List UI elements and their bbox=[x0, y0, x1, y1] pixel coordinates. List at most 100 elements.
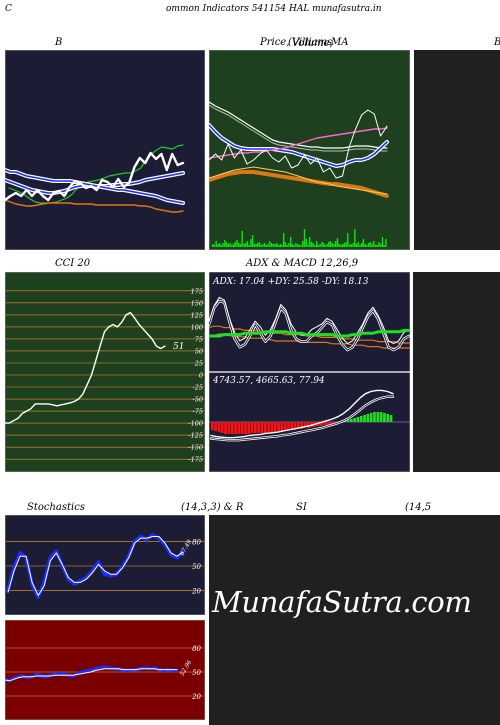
macd-histogram-bar bbox=[247, 422, 251, 434]
volume-bar bbox=[376, 245, 378, 247]
cci-tick-label: 175 bbox=[191, 287, 203, 295]
volume-bar bbox=[385, 239, 387, 247]
volume-bar bbox=[236, 240, 238, 247]
stochastics-background bbox=[5, 515, 205, 615]
volume-bar bbox=[343, 243, 346, 247]
price-title-d: (Villiams bbox=[288, 37, 333, 48]
macd-histogram-bar bbox=[383, 413, 386, 422]
cci-tick-label: 150 bbox=[191, 299, 203, 307]
volume-bar bbox=[345, 242, 347, 247]
volume-bar bbox=[274, 244, 276, 247]
watermark-text: MunafaSutra.com bbox=[212, 585, 472, 619]
cci-title: CCI 20 bbox=[55, 258, 91, 269]
price-volume-chart bbox=[209, 50, 410, 250]
volume-bar bbox=[335, 241, 337, 247]
adx-plus-di-inner bbox=[209, 300, 410, 351]
volume-bar bbox=[269, 241, 271, 247]
volume-bar bbox=[277, 245, 280, 247]
volume-bar bbox=[293, 245, 295, 247]
volume-bar bbox=[284, 242, 287, 247]
adx-macd-title: ADX & MACD 12,26,9 bbox=[246, 258, 359, 269]
macd-histogram-bar bbox=[214, 422, 217, 431]
volume-bar bbox=[286, 245, 288, 247]
volume-bar bbox=[232, 244, 235, 247]
volume-bar bbox=[283, 233, 285, 247]
macd-histogram-bar bbox=[211, 422, 214, 430]
stochastics-tick-label: 80 bbox=[192, 538, 201, 546]
volume-bar bbox=[331, 243, 333, 247]
bollinger-upper-band bbox=[8, 144, 184, 204]
volume-bar bbox=[288, 243, 290, 247]
volume-bar bbox=[317, 245, 320, 247]
volume-bar bbox=[307, 245, 309, 247]
volume-bar bbox=[255, 244, 257, 247]
macd-histogram-bar bbox=[227, 422, 231, 434]
volume-bar bbox=[227, 244, 229, 247]
volume-bar bbox=[250, 239, 252, 247]
volume-bar bbox=[251, 235, 254, 247]
macd-histogram-bar bbox=[277, 422, 280, 431]
volume-bar bbox=[324, 245, 326, 247]
macd-histogram-bar bbox=[280, 422, 284, 431]
volume-bar bbox=[347, 233, 349, 247]
cci-tick-label: 0 bbox=[199, 372, 203, 380]
volume-bar bbox=[258, 242, 261, 247]
macd-histogram-bar bbox=[250, 422, 254, 433]
stochastics-params: (14,3,3) & R bbox=[181, 502, 244, 513]
volume-bar bbox=[329, 241, 332, 247]
rsi-tick-label: 20 bbox=[191, 693, 201, 701]
macd-values-text: 4743.57, 4665.63, 77.94 bbox=[212, 376, 325, 386]
price-ma-orange-2 bbox=[209, 166, 388, 195]
macd-histogram-bar bbox=[297, 422, 300, 429]
volume-bar bbox=[224, 240, 226, 247]
volume-bar bbox=[309, 237, 311, 247]
cci-tick-label: 75 bbox=[195, 335, 203, 343]
price-title-b: Volume, bbox=[292, 38, 333, 49]
volume-bar bbox=[374, 245, 377, 247]
macd-histogram-bar bbox=[363, 415, 366, 422]
cci-tick-label: -25 bbox=[193, 384, 203, 392]
macd-histogram-bar bbox=[267, 422, 270, 432]
macd-histogram-bar bbox=[350, 419, 353, 422]
macd-histogram-bar bbox=[369, 413, 373, 422]
macd-histogram-bar bbox=[300, 422, 303, 429]
macd-histogram-bar bbox=[359, 416, 363, 422]
macd-histogram-bar bbox=[320, 422, 323, 426]
bollinger-background bbox=[5, 50, 205, 250]
macd-histogram-bar bbox=[237, 422, 241, 434]
volume-bar bbox=[303, 229, 306, 247]
volume-bar bbox=[225, 242, 228, 247]
volume-bar bbox=[276, 243, 278, 247]
macd-histogram-bar bbox=[290, 422, 294, 430]
volume-bar bbox=[310, 242, 313, 247]
volume-bar bbox=[321, 242, 323, 247]
volume-bar bbox=[328, 242, 330, 247]
stochastics-tick-label: 20 bbox=[191, 588, 201, 596]
price-ma-blue bbox=[209, 124, 388, 167]
volume-bar bbox=[300, 245, 302, 247]
macd-histogram-bar bbox=[257, 422, 260, 433]
volume-bar bbox=[380, 244, 382, 247]
volume-bar bbox=[359, 245, 361, 247]
volume-bar bbox=[350, 244, 352, 247]
volume-bar bbox=[238, 243, 240, 247]
macd-histogram-bar bbox=[240, 422, 244, 434]
macd-histogram-bar bbox=[307, 422, 310, 428]
price-title-a: Price, bbox=[260, 37, 290, 48]
macd-histogram-bar bbox=[330, 422, 333, 424]
volume-bar bbox=[279, 244, 281, 247]
volume-bar bbox=[355, 244, 358, 247]
cci-background bbox=[5, 272, 205, 472]
volume-bar bbox=[295, 243, 297, 247]
macd-histogram-bar bbox=[244, 422, 247, 434]
cci-tick-label: -75 bbox=[193, 408, 203, 416]
watermark-area bbox=[209, 515, 500, 725]
rsi-signal-line bbox=[5, 668, 178, 682]
header-left-text: C bbox=[5, 4, 12, 14]
volume-bar bbox=[369, 242, 372, 247]
bollinger-middle-line-2 bbox=[5, 169, 184, 204]
macd-histogram-bar bbox=[386, 414, 390, 422]
volume-bar bbox=[272, 244, 274, 247]
